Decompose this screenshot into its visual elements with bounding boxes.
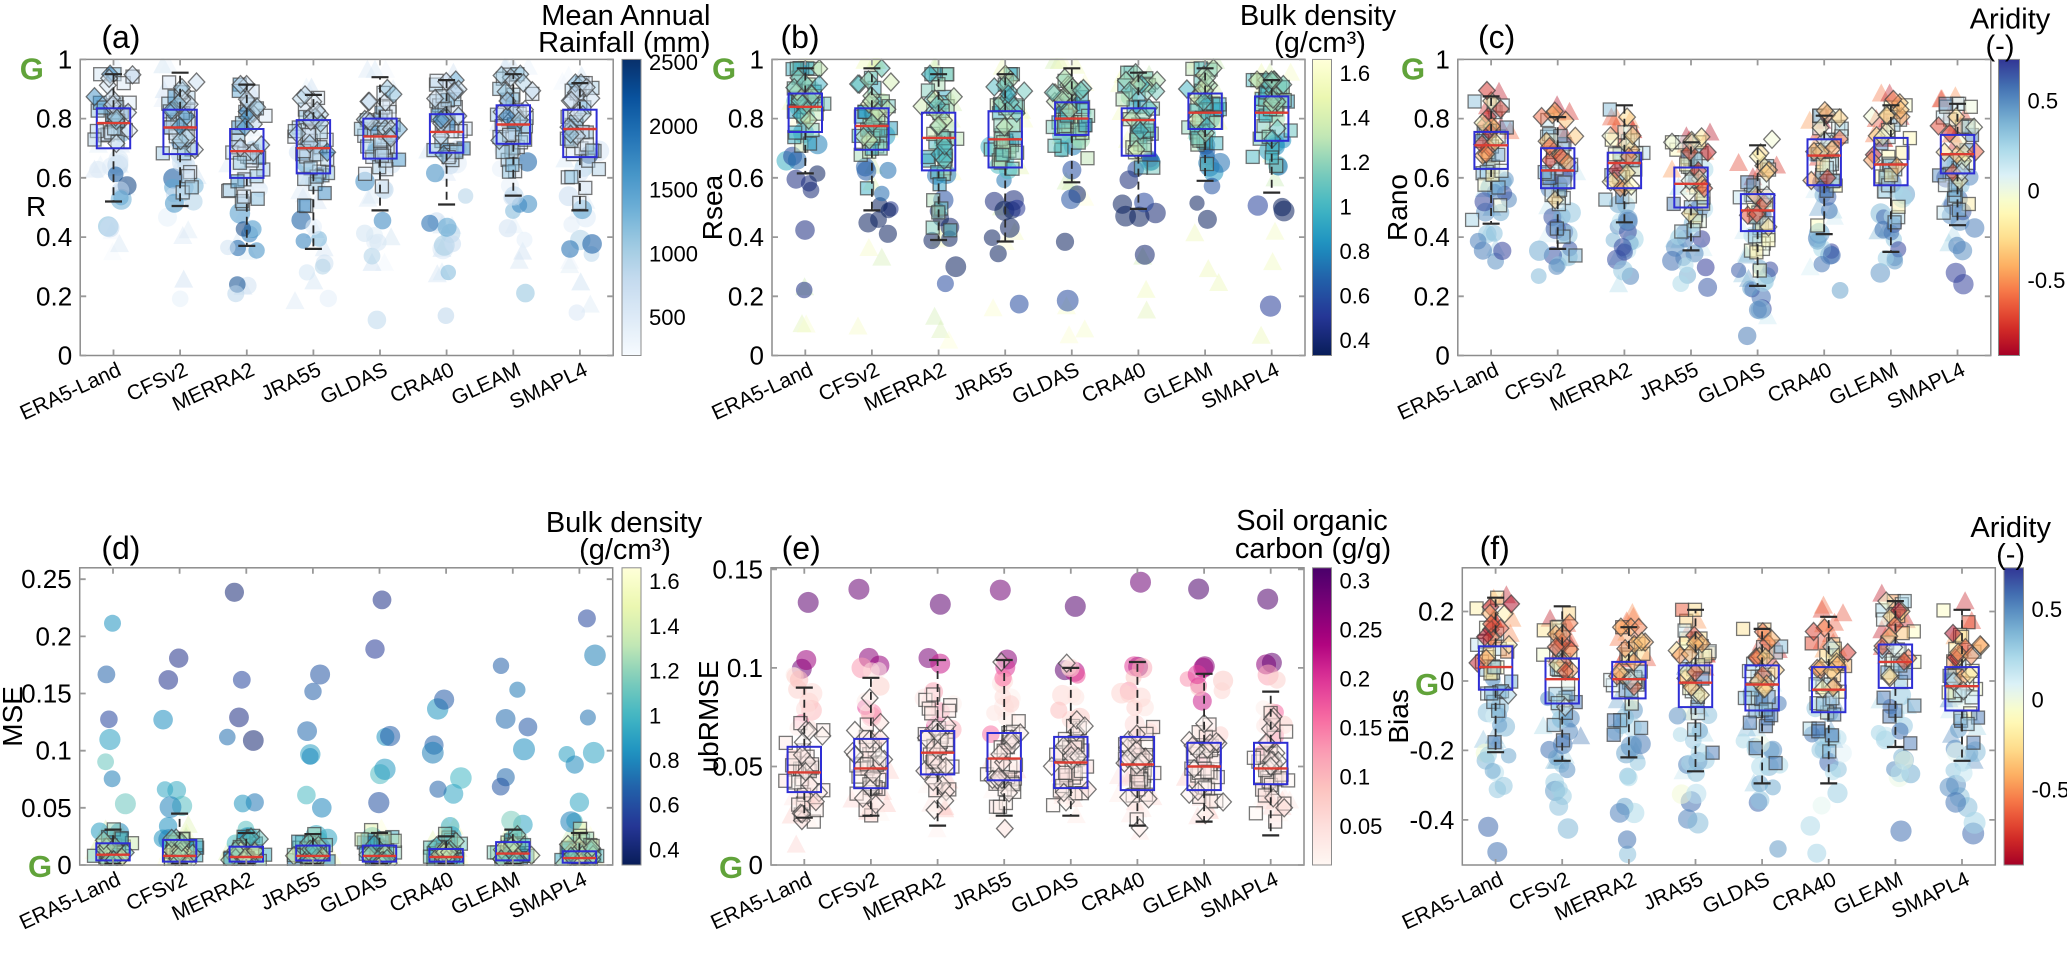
svg-text:1.6: 1.6 (649, 569, 680, 594)
svg-text:(d): (d) (101, 530, 140, 566)
svg-text:0: 0 (58, 341, 72, 371)
svg-text:0.25: 0.25 (21, 564, 72, 594)
svg-text:-0.2: -0.2 (1409, 735, 1454, 765)
svg-text:(b): (b) (780, 19, 819, 55)
svg-text:(a): (a) (101, 19, 140, 55)
svg-text:G: G (712, 52, 736, 87)
svg-text:0.2: 0.2 (36, 281, 72, 311)
svg-text:0.2: 0.2 (728, 281, 764, 311)
svg-text:0: 0 (2032, 687, 2044, 712)
svg-text:0.4: 0.4 (649, 837, 680, 862)
svg-text:0.05: 0.05 (21, 793, 72, 823)
svg-text:1: 1 (649, 703, 661, 728)
svg-text:carbon (g/g): carbon (g/g) (1235, 533, 1391, 565)
svg-text:0.1: 0.1 (727, 653, 763, 683)
svg-text:G: G (28, 849, 52, 884)
svg-text:0.4: 0.4 (728, 222, 764, 252)
svg-text:(g/cm³): (g/cm³) (1274, 27, 1366, 59)
svg-text:0.4: 0.4 (1340, 328, 1371, 353)
svg-text:1500: 1500 (649, 178, 698, 203)
svg-text:-0.5: -0.5 (2032, 777, 2067, 802)
svg-text:Rano: Rano (1382, 174, 1413, 241)
svg-text:0.8: 0.8 (1414, 104, 1450, 134)
svg-text:0.5: 0.5 (2032, 597, 2063, 622)
svg-text:0.8: 0.8 (1340, 239, 1371, 264)
svg-text:-0.5: -0.5 (2028, 268, 2066, 293)
svg-text:0.4: 0.4 (1414, 222, 1450, 252)
svg-text:(g/cm³): (g/cm³) (579, 534, 671, 566)
svg-text:(c): (c) (1478, 19, 1515, 55)
svg-text:0: 0 (1435, 341, 1449, 371)
svg-text:R: R (26, 191, 46, 222)
svg-text:0.2: 0.2 (1418, 597, 1454, 627)
svg-text:0.1: 0.1 (36, 736, 72, 766)
svg-text:G: G (1415, 667, 1439, 702)
svg-text:0.6: 0.6 (649, 793, 680, 818)
svg-text:1.4: 1.4 (1340, 105, 1371, 130)
svg-text:G: G (20, 52, 44, 87)
svg-text:0.6: 0.6 (36, 163, 72, 193)
svg-text:1: 1 (1435, 44, 1449, 74)
svg-text:0.8: 0.8 (649, 748, 680, 773)
svg-text:G: G (1401, 52, 1425, 87)
svg-text:0.2: 0.2 (1340, 667, 1371, 692)
svg-text:(-): (-) (1996, 539, 2025, 571)
svg-text:1.4: 1.4 (649, 614, 680, 639)
svg-text:0.8: 0.8 (728, 104, 764, 134)
svg-text:1: 1 (750, 44, 764, 74)
svg-text:-0.4: -0.4 (1409, 805, 1454, 835)
svg-text:0: 0 (750, 341, 764, 371)
svg-text:0.2: 0.2 (36, 621, 72, 651)
svg-text:0.15: 0.15 (1340, 716, 1383, 741)
svg-text:Rsea: Rsea (697, 174, 728, 240)
svg-text:0.15: 0.15 (21, 679, 72, 709)
svg-text:(-): (-) (1986, 31, 2015, 63)
svg-text:2000: 2000 (649, 114, 698, 139)
svg-text:0.3: 0.3 (1340, 569, 1371, 594)
svg-text:(f): (f) (1480, 530, 1510, 566)
svg-text:0.8: 0.8 (36, 104, 72, 134)
svg-text:Bias: Bias (1383, 689, 1414, 743)
svg-text:0.6: 0.6 (1414, 163, 1450, 193)
svg-text:1000: 1000 (649, 241, 698, 266)
svg-text:1.2: 1.2 (1340, 150, 1371, 175)
svg-text:0.4: 0.4 (36, 222, 72, 252)
svg-text:0: 0 (749, 850, 763, 880)
svg-text:0.15: 0.15 (712, 554, 763, 584)
svg-text:MSE: MSE (0, 686, 28, 747)
svg-text:0.6: 0.6 (1340, 283, 1371, 308)
svg-text:(e): (e) (782, 530, 821, 566)
svg-text:Rainfall (mm): Rainfall (mm) (538, 27, 710, 59)
svg-text:0.5: 0.5 (2028, 89, 2059, 114)
svg-text:0.6: 0.6 (728, 163, 764, 193)
svg-text:1: 1 (1340, 194, 1352, 219)
svg-text:500: 500 (649, 305, 686, 330)
svg-text:0.2: 0.2 (1414, 281, 1450, 311)
svg-text:1.2: 1.2 (649, 659, 680, 684)
svg-text:0.1: 0.1 (1340, 765, 1371, 790)
svg-text:0: 0 (2028, 178, 2040, 203)
svg-text:1: 1 (58, 44, 72, 74)
svg-text:0: 0 (57, 850, 71, 880)
svg-text:0.05: 0.05 (1340, 814, 1383, 839)
svg-text:0.25: 0.25 (1340, 618, 1383, 643)
svg-text:1.6: 1.6 (1340, 61, 1371, 86)
svg-text:0: 0 (1440, 666, 1454, 696)
svg-text:ubRMSE: ubRMSE (693, 660, 724, 772)
svg-text:G: G (719, 850, 743, 885)
